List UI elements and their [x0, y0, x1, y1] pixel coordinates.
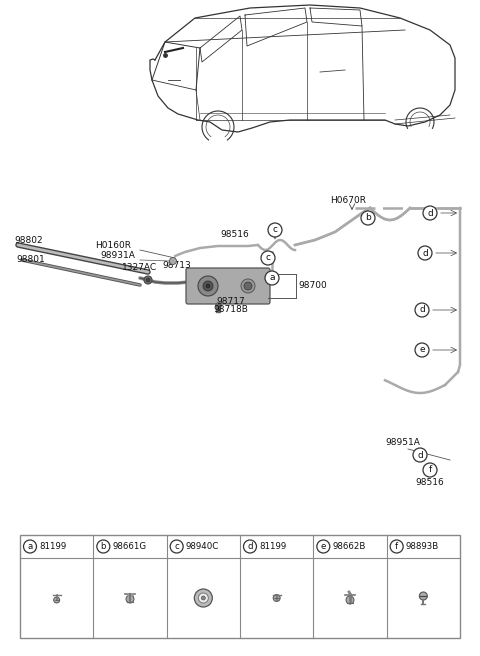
Text: 98940C: 98940C: [186, 542, 219, 551]
Circle shape: [244, 282, 252, 290]
Text: d: d: [247, 542, 253, 551]
Circle shape: [265, 271, 279, 285]
Circle shape: [317, 540, 330, 553]
Text: 98893B: 98893B: [406, 542, 439, 551]
Circle shape: [415, 343, 429, 357]
Circle shape: [198, 276, 218, 296]
Circle shape: [423, 206, 437, 220]
Text: 81199: 81199: [259, 542, 286, 551]
Circle shape: [261, 251, 275, 265]
Text: 98951A: 98951A: [385, 438, 420, 447]
Circle shape: [126, 595, 134, 603]
Text: b: b: [365, 213, 371, 222]
Circle shape: [169, 258, 177, 264]
Circle shape: [54, 597, 60, 603]
Circle shape: [201, 596, 205, 600]
Text: f: f: [428, 466, 432, 474]
Circle shape: [413, 448, 427, 462]
Circle shape: [273, 594, 280, 602]
Bar: [20, 535, 460, 638]
Circle shape: [268, 223, 282, 237]
Text: 98931A: 98931A: [100, 251, 135, 260]
Text: 1327AC: 1327AC: [122, 263, 157, 272]
Text: 98516: 98516: [415, 478, 444, 487]
Text: 98662B: 98662B: [332, 542, 366, 551]
Text: 98713: 98713: [162, 261, 191, 270]
Circle shape: [144, 276, 152, 284]
Circle shape: [206, 284, 210, 288]
Circle shape: [24, 540, 36, 553]
Circle shape: [198, 593, 208, 603]
Text: 98700: 98700: [298, 281, 327, 291]
Circle shape: [194, 589, 212, 607]
Circle shape: [420, 592, 427, 600]
Text: 98661G: 98661G: [112, 542, 146, 551]
Text: 98802: 98802: [14, 236, 43, 245]
Circle shape: [243, 540, 256, 553]
Text: f: f: [395, 542, 398, 551]
Circle shape: [146, 278, 150, 282]
Text: b: b: [101, 542, 106, 551]
Text: d: d: [417, 451, 423, 459]
Text: 98718B: 98718B: [213, 305, 248, 314]
Text: H0670R: H0670R: [330, 196, 366, 205]
FancyBboxPatch shape: [186, 268, 270, 304]
Circle shape: [346, 596, 354, 604]
Text: e: e: [419, 346, 425, 354]
Circle shape: [97, 540, 110, 553]
Text: 98717: 98717: [216, 297, 245, 306]
Circle shape: [170, 540, 183, 553]
Text: e: e: [321, 542, 326, 551]
Text: 98801: 98801: [16, 255, 45, 264]
Text: c: c: [273, 226, 277, 234]
Circle shape: [418, 246, 432, 260]
Circle shape: [390, 540, 403, 553]
Text: d: d: [427, 209, 433, 218]
Text: d: d: [419, 306, 425, 314]
Circle shape: [203, 281, 213, 291]
Circle shape: [415, 303, 429, 317]
Text: a: a: [27, 542, 33, 551]
Circle shape: [241, 279, 255, 293]
Text: H0160R: H0160R: [95, 241, 131, 250]
Text: c: c: [265, 253, 271, 262]
Text: a: a: [269, 274, 275, 283]
Text: d: d: [422, 249, 428, 258]
Text: 81199: 81199: [39, 542, 66, 551]
Circle shape: [361, 211, 375, 225]
Text: 98516: 98516: [220, 230, 249, 239]
Circle shape: [423, 463, 437, 477]
Text: c: c: [174, 542, 179, 551]
